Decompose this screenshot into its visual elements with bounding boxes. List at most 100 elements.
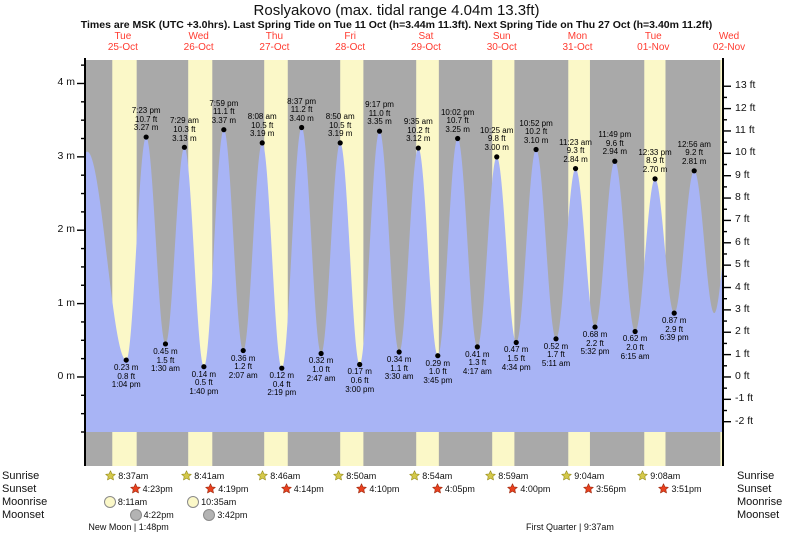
tide-label-line-0: 0.12 m <box>269 371 294 381</box>
tide-label-line-1: 1.0 ft <box>428 367 447 377</box>
tide-label-line-1: 1.0 ft <box>312 365 330 375</box>
astro-time: 8:59am <box>498 470 529 481</box>
tide-label-line-0: 9:35 am <box>403 117 433 127</box>
tide-extreme-marker-26 <box>612 158 618 164</box>
sunrise-entry-6: 9:04am <box>561 470 604 481</box>
sunrise-entry-1: 8:41am <box>181 470 224 481</box>
tide-label-line-2: 1:04 pm <box>111 380 141 390</box>
tide-label-line-2: 3.35 m <box>367 117 392 127</box>
right-axis-tick-label: 0 ft <box>735 369 750 382</box>
tide-label-line-0: 7:59 pm <box>209 98 239 108</box>
daylight-band-8 <box>720 60 723 432</box>
astro-time: 8:50am <box>346 470 377 481</box>
low-tide-label: 0.29 m 1.0 ft 3:45 pm <box>407 359 469 386</box>
tide-extreme-marker-2 <box>143 134 149 140</box>
tide-extreme-marker-28 <box>652 176 658 182</box>
low-tide-label: 0.12 m 0.4 ft 2:19 pm <box>251 372 313 398</box>
sunset-entry-7: 3:51pm <box>658 483 702 494</box>
tide-label-line-2: 6:39 pm <box>659 333 689 343</box>
sunrise-entry-2: 8:46am <box>257 470 300 481</box>
tide-label-line-2: 4:17 am <box>462 367 492 377</box>
tide-label-line-0: 0.47 m <box>503 345 529 355</box>
astro-row-label-left-0: Sunrise <box>2 470 40 482</box>
tide-label-line-0: 0.14 m <box>191 369 217 379</box>
right-axis-tick-label: 9 ft <box>735 168 750 181</box>
sunset-entry-2: 4:14pm <box>281 483 324 494</box>
right-axis-tick-label: 5 ft <box>735 258 750 271</box>
tide-label-line-2: 2:19 pm <box>267 388 297 398</box>
tide-label-line-0: 10:52 pm <box>519 118 553 128</box>
moon-phase-note-1: First Quarter | 9:37am <box>526 522 614 532</box>
tide-label-line-1: 1.1 ft <box>390 363 409 373</box>
moonset-moon-icon <box>203 509 216 521</box>
tide-label-line-2: 5:11 am <box>541 359 571 368</box>
day-date: 02-Nov <box>712 42 746 53</box>
astro-row-label-left-2: Moonrise <box>2 496 48 508</box>
astro-time: 4:19pm <box>218 483 249 494</box>
tide-extreme-marker-15 <box>396 349 402 355</box>
tide-label-line-0: 12:56 am <box>677 139 711 149</box>
day-column-header-2: Thu 27-Oct <box>237 31 311 53</box>
high-tide-label: 12:56 am 9.2 ft 2.81 m <box>663 139 725 167</box>
moonset-moon-icon <box>129 509 142 521</box>
day-column-header-8: Wed 02-Nov <box>692 31 766 53</box>
sunrise-star-icon <box>409 470 420 481</box>
tide-label-line-2: 2:47 am <box>306 373 336 383</box>
tide-label-line-2: 3.25 m <box>445 124 470 134</box>
page-title: Roslyakovo (max. tidal range 4.04m 13.3f… <box>253 2 540 19</box>
tide-label-line-0: 7:23 pm <box>131 106 161 116</box>
tide-extreme-marker-27 <box>632 328 638 335</box>
tide-label-line-2: 2:07 am <box>228 370 258 380</box>
tide-extreme-marker-23 <box>553 336 559 342</box>
tide-label-line-1: 0.4 ft <box>272 379 291 389</box>
tide-label-line-1: 10.2 ft <box>524 127 548 137</box>
tide-label-line-2: 3.13 m <box>172 133 197 143</box>
daylight-strip-8 <box>720 432 723 466</box>
sunset-star-icon <box>583 483 594 494</box>
daylight-strip-1 <box>188 432 213 466</box>
tide-extreme-marker-6 <box>221 127 227 133</box>
tide-label-line-2: 1:30 am <box>151 364 180 374</box>
day-date: 30-Oct <box>486 42 517 53</box>
astro-time: 8:46am <box>270 470 301 481</box>
tide-curve-area <box>85 127 723 433</box>
sunset-entry-6: 3:56pm <box>583 483 626 494</box>
tide-extreme-marker-9 <box>279 365 285 371</box>
tide-label-line-2: 3:30 am <box>384 372 414 382</box>
tide-label-line-1: 11.2 ft <box>290 105 313 115</box>
astro-row-label-left-1: Sunset <box>2 483 37 495</box>
sunrise-entry-4: 8:54am <box>409 470 452 481</box>
high-tide-label: 9:35 am 10.2 ft 3.12 m <box>387 117 449 144</box>
tide-label-line-2: 2.81 m <box>681 156 707 166</box>
sunrise-star-icon <box>333 470 344 481</box>
low-tide-label: 0.52 m 1.7 ft 5:11 am <box>525 342 587 369</box>
daylight-strip-3 <box>340 432 364 466</box>
left-axis-tick-label: 4 m <box>57 76 75 89</box>
tide-label-line-1: 11.1 ft <box>212 107 235 117</box>
tide-label-line-0: 0.34 m <box>386 355 412 365</box>
tide-label-line-2: 3.19 m <box>327 129 353 139</box>
sunset-star-icon <box>658 483 670 494</box>
sunrise-entry-7: 9:08am <box>637 470 680 481</box>
moonrise-moon-icon <box>103 496 116 508</box>
astro-row-label-right-3: Moonset <box>737 509 780 521</box>
astro-time: 8:37am <box>118 470 149 481</box>
tide-label-line-1: 11.0 ft <box>368 108 391 118</box>
day-of-week: Sat <box>418 31 434 42</box>
tide-label-line-0: 8:37 pm <box>287 96 317 106</box>
astro-time: 4:00pm <box>520 483 551 494</box>
sunset-entry-0: 4:23pm <box>129 483 173 494</box>
day-of-week: Sun <box>492 31 511 42</box>
tide-label-line-0: 0.32 m <box>308 356 334 366</box>
tide-extreme-marker-24 <box>572 165 579 172</box>
tide-label-line-1: 0.5 ft <box>194 378 213 388</box>
day-column-header-3: Fri 28-Oct <box>313 31 387 53</box>
tide-label-line-2: 5:32 pm <box>580 347 610 357</box>
tide-label-line-1: 1.3 ft <box>468 358 487 368</box>
moon-phase-note-0: New Moon | 1:48pm <box>88 522 169 532</box>
tide-label-line-0: 0.17 m <box>347 367 372 377</box>
day-date: 26-Oct <box>183 42 214 53</box>
right-axis-tick-label: 13 ft <box>735 79 756 92</box>
astro-time: 9:04am <box>574 470 605 481</box>
